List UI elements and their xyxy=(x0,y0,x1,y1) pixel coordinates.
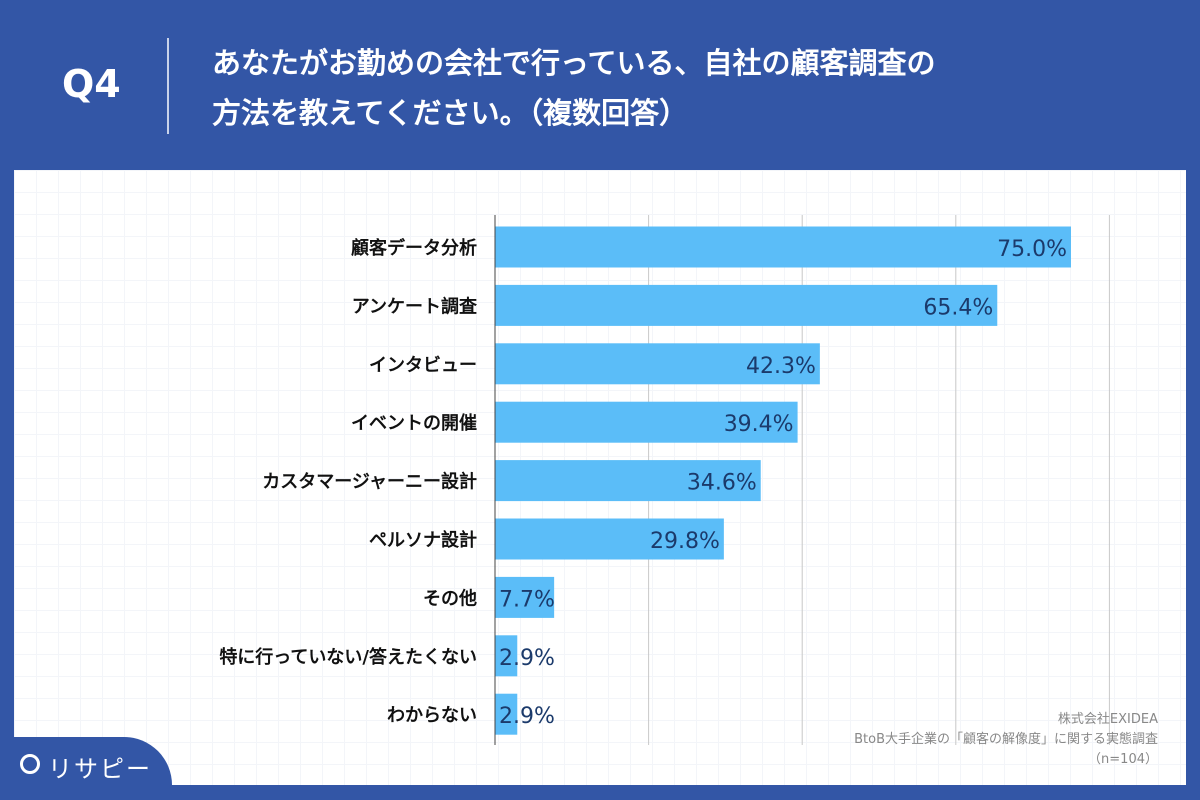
value-label: 2.9% xyxy=(499,704,555,729)
bar xyxy=(495,576,555,618)
value-label: 39.4% xyxy=(724,412,794,437)
bar xyxy=(495,460,761,502)
title-line-2: 方法を教えてください。（複数回答） xyxy=(212,96,689,130)
category-label: イベントの開催 xyxy=(351,412,477,434)
category-label: カスタマージャーニー設計 xyxy=(262,471,477,493)
divider xyxy=(167,38,169,134)
logo: リサピー xyxy=(0,737,172,800)
bar xyxy=(495,226,1071,268)
value-label: 7.7% xyxy=(499,587,555,612)
bar xyxy=(495,635,518,677)
title-line-1: あなたがお勤めの会社で行っている、自社の顧客調査の xyxy=(212,46,936,80)
value-label: 65.4% xyxy=(923,295,993,320)
category-label: 特に行っていない/答えたくない xyxy=(219,646,477,668)
sample-size: （n=104） xyxy=(1088,752,1158,767)
category-label: わからない xyxy=(387,705,477,726)
source-note: 株式会社EXIDEA BtoB大手企業の「顧客の解像度」に関する実態調査 （n=… xyxy=(854,710,1158,770)
bar xyxy=(495,401,798,443)
bar xyxy=(495,343,820,385)
pin-icon xyxy=(20,754,40,774)
question-number: Q4 xyxy=(62,62,121,106)
value-label: 42.3% xyxy=(746,354,816,379)
logo-text: リサピー xyxy=(48,755,152,783)
category-label: その他 xyxy=(423,587,477,609)
category-label: インタビュー xyxy=(369,355,477,376)
bar xyxy=(495,284,998,326)
value-label: 29.8% xyxy=(650,529,720,554)
question-title: あなたがお勤めの会社で行っている、自社の顧客調査の 方法を教えてください。（複数… xyxy=(212,38,1112,138)
value-label: 34.6% xyxy=(687,471,757,496)
category-label: 顧客データ分析 xyxy=(351,237,477,259)
bar xyxy=(495,693,518,735)
category-label: ペルソナ設計 xyxy=(369,529,477,551)
source-survey: BtoB大手企業の「顧客の解像度」に関する実態調査 xyxy=(854,732,1158,747)
source-company: 株式会社EXIDEA xyxy=(1057,712,1158,727)
bar xyxy=(495,518,724,560)
value-label: 75.0% xyxy=(997,237,1067,262)
value-label: 2.9% xyxy=(499,646,555,671)
category-label: アンケート調査 xyxy=(352,295,477,317)
